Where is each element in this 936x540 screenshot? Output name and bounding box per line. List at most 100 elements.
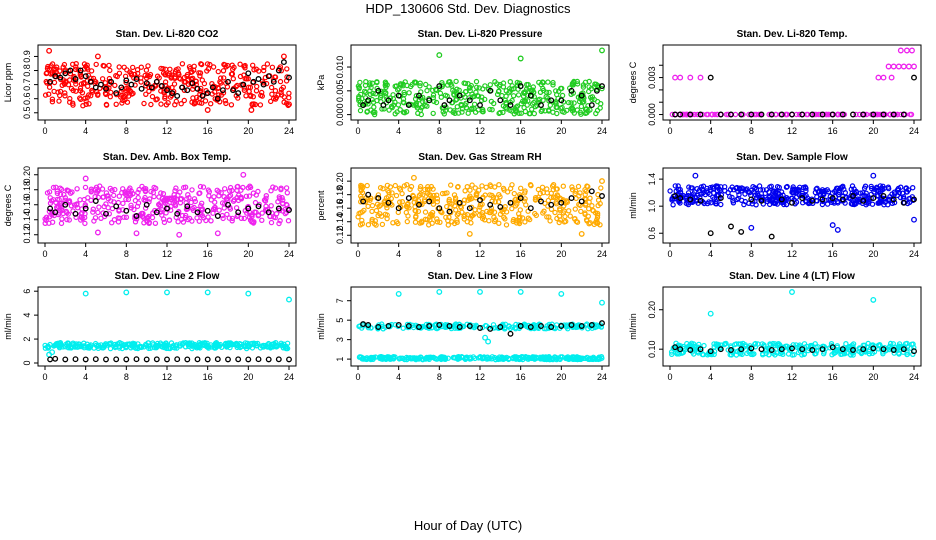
mean-point bbox=[148, 84, 155, 91]
mean-point bbox=[568, 322, 575, 328]
mean-point bbox=[707, 348, 714, 355]
mean-point bbox=[214, 356, 221, 363]
panel-title: Stan. Dev. Line 4 (LT) Flow bbox=[729, 271, 855, 282]
panel-title: Stan. Dev. Sample Flow bbox=[736, 152, 848, 163]
raw-point bbox=[590, 355, 597, 362]
mean-point bbox=[900, 111, 907, 118]
raw-point bbox=[826, 111, 832, 118]
raw-point bbox=[177, 341, 183, 347]
mean-point bbox=[809, 197, 816, 204]
raw-point bbox=[191, 341, 198, 348]
raw-point bbox=[501, 187, 507, 193]
raw-point bbox=[78, 81, 85, 87]
raw-point bbox=[774, 183, 781, 190]
raw-point bbox=[400, 99, 406, 105]
raw-point bbox=[167, 66, 173, 73]
raw-point bbox=[763, 187, 770, 193]
outlier-point bbox=[82, 175, 89, 182]
raw-point bbox=[532, 194, 539, 201]
raw-point bbox=[138, 344, 145, 350]
x-tick-label: 16 bbox=[828, 372, 838, 382]
raw-point bbox=[461, 197, 468, 203]
raw-point bbox=[82, 95, 88, 102]
raw-point bbox=[410, 192, 416, 199]
raw-point bbox=[853, 111, 859, 118]
raw-point bbox=[495, 199, 502, 205]
raw-point bbox=[214, 187, 220, 193]
raw-point bbox=[592, 210, 599, 216]
raw-point bbox=[438, 94, 444, 100]
raw-point bbox=[87, 344, 94, 350]
raw-point bbox=[80, 102, 86, 109]
raw-point bbox=[220, 68, 227, 74]
raw-point bbox=[73, 61, 79, 67]
mean-point bbox=[850, 347, 856, 353]
raw-point bbox=[462, 80, 469, 87]
raw-point bbox=[427, 192, 434, 198]
raw-point bbox=[375, 212, 381, 219]
raw-point bbox=[445, 355, 451, 361]
raw-point bbox=[272, 74, 278, 80]
raw-point bbox=[553, 186, 560, 192]
mean-point bbox=[153, 356, 160, 363]
y-axis-label: ml/min bbox=[628, 192, 638, 219]
x-tick-label: 0 bbox=[42, 126, 47, 136]
raw-point bbox=[77, 197, 83, 203]
raw-point bbox=[419, 103, 426, 110]
raw-point bbox=[802, 198, 809, 204]
raw-point bbox=[175, 218, 181, 225]
raw-point bbox=[208, 197, 214, 203]
raw-point bbox=[479, 201, 485, 207]
x-tick-label: 0 bbox=[355, 126, 360, 136]
mean-point bbox=[497, 97, 504, 104]
raw-point bbox=[868, 183, 874, 190]
raw-point bbox=[887, 343, 893, 350]
raw-point bbox=[568, 100, 574, 106]
outlier-point bbox=[903, 47, 910, 54]
mean-point bbox=[225, 201, 231, 208]
raw-point bbox=[558, 196, 564, 202]
raw-points bbox=[669, 47, 917, 118]
raw-point bbox=[134, 66, 141, 73]
raw-point bbox=[242, 75, 248, 82]
mean-point bbox=[768, 347, 775, 353]
mean-point bbox=[697, 111, 704, 118]
raw-point bbox=[412, 207, 418, 214]
mean-point bbox=[717, 111, 724, 118]
mean-point bbox=[728, 111, 734, 118]
outlier-point bbox=[880, 74, 887, 81]
mean-point bbox=[62, 201, 69, 208]
raw-point bbox=[57, 92, 63, 99]
raw-point bbox=[259, 210, 265, 216]
raw-point bbox=[220, 215, 226, 222]
mean-point bbox=[164, 87, 170, 94]
raw-point bbox=[546, 89, 552, 96]
mean-point bbox=[436, 322, 443, 328]
x-tick-label: 12 bbox=[787, 372, 797, 382]
raw-point bbox=[277, 217, 283, 224]
raw-point bbox=[553, 356, 560, 363]
x-tick-label: 16 bbox=[828, 249, 838, 259]
raw-point bbox=[224, 211, 230, 218]
raw-point bbox=[575, 183, 582, 190]
raw-point bbox=[82, 184, 89, 191]
raw-point bbox=[261, 67, 267, 74]
x-tick-label: 24 bbox=[597, 126, 607, 136]
raw-point bbox=[135, 194, 141, 201]
outlier-point bbox=[911, 63, 917, 70]
raw-point bbox=[401, 89, 407, 96]
outlier-point bbox=[888, 74, 895, 81]
chart-panel-8: Stan. Dev. Line 3 Flow ml/min 0 4 8 12 16 20 24 1… bbox=[316, 271, 610, 382]
raw-point bbox=[158, 88, 164, 94]
raw-point bbox=[272, 96, 279, 102]
raw-point bbox=[470, 354, 477, 360]
x-tick-label: 8 bbox=[749, 249, 754, 259]
x-tick-label: 8 bbox=[124, 372, 129, 382]
raw-point bbox=[238, 215, 245, 221]
raw-point bbox=[521, 90, 528, 97]
raw-point bbox=[850, 344, 856, 350]
x-tick-label: 24 bbox=[909, 249, 919, 259]
mean-point bbox=[143, 201, 150, 208]
raw-point bbox=[506, 89, 512, 96]
raw-point bbox=[401, 91, 408, 98]
